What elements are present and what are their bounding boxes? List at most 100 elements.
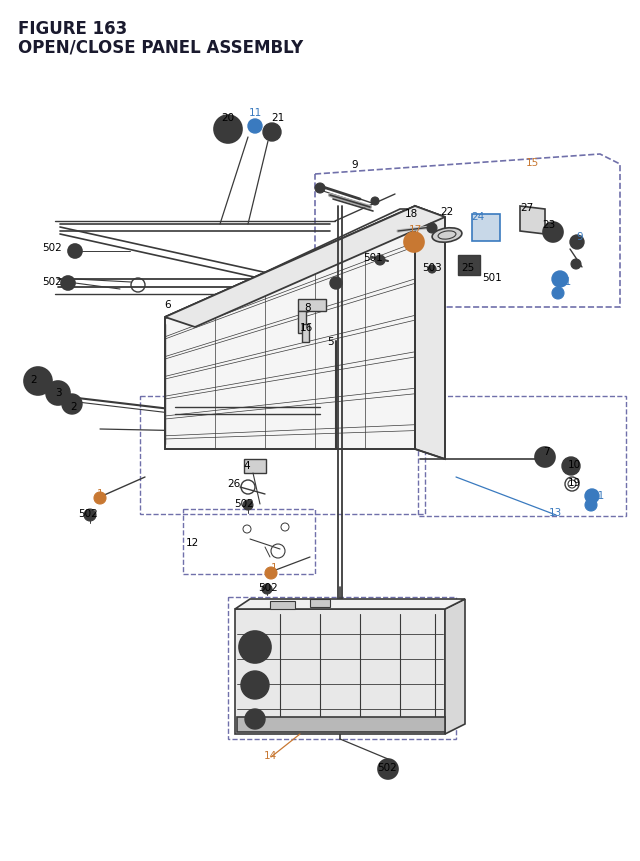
Text: 501: 501 [363, 253, 383, 263]
Circle shape [243, 500, 253, 511]
Text: 8: 8 [305, 303, 311, 313]
Circle shape [24, 368, 52, 395]
Text: 502: 502 [234, 499, 254, 508]
Bar [140, 397, 425, 514]
Text: 9: 9 [352, 160, 358, 170]
Polygon shape [235, 610, 445, 734]
Text: 21: 21 [271, 113, 285, 123]
Text: 26: 26 [227, 479, 241, 488]
Text: 2: 2 [70, 401, 77, 412]
Bar [310, 599, 330, 607]
Circle shape [427, 224, 437, 233]
Text: 16: 16 [300, 323, 312, 332]
Text: 13: 13 [548, 507, 562, 517]
Circle shape [585, 489, 599, 504]
Circle shape [263, 124, 281, 142]
Circle shape [94, 492, 106, 505]
Circle shape [383, 764, 393, 774]
Text: 5: 5 [326, 337, 333, 347]
Ellipse shape [432, 228, 462, 243]
Bar [302, 325, 309, 343]
Circle shape [570, 236, 584, 250]
Circle shape [552, 288, 564, 300]
Circle shape [428, 266, 436, 274]
Text: 27: 27 [520, 202, 534, 213]
Text: 10: 10 [568, 460, 580, 469]
Circle shape [371, 198, 379, 206]
Bar [458, 256, 480, 276]
Text: 22: 22 [440, 207, 454, 217]
Text: 24: 24 [472, 212, 484, 222]
Text: 14: 14 [264, 750, 276, 760]
Polygon shape [165, 207, 415, 449]
Text: 502: 502 [258, 582, 278, 592]
Circle shape [571, 260, 581, 269]
Text: 502: 502 [42, 243, 61, 253]
Circle shape [245, 709, 265, 729]
Text: 4: 4 [244, 461, 250, 470]
Text: 12: 12 [186, 537, 198, 548]
Circle shape [543, 223, 563, 243]
Circle shape [46, 381, 70, 406]
Polygon shape [415, 207, 445, 460]
Text: OPEN/CLOSE PANEL ASSEMBLY: OPEN/CLOSE PANEL ASSEMBLY [18, 38, 303, 56]
Text: 20: 20 [221, 113, 235, 123]
Text: 502: 502 [78, 508, 98, 518]
Text: 15: 15 [525, 158, 539, 168]
Bar [418, 397, 626, 517]
Circle shape [535, 448, 555, 468]
Text: 6: 6 [164, 300, 172, 310]
Polygon shape [165, 207, 445, 328]
Circle shape [378, 759, 398, 779]
Text: 2: 2 [31, 375, 37, 385]
Bar [244, 460, 266, 474]
Circle shape [68, 245, 82, 258]
Text: 502: 502 [377, 762, 397, 772]
Bar [270, 601, 295, 610]
Text: 3: 3 [54, 387, 61, 398]
Text: 23: 23 [542, 220, 556, 230]
Circle shape [241, 672, 269, 699]
Polygon shape [445, 599, 465, 734]
Text: 11: 11 [248, 108, 262, 118]
Circle shape [265, 567, 277, 579]
Text: 503: 503 [422, 263, 442, 273]
Circle shape [62, 394, 82, 414]
Bar [183, 510, 315, 574]
Circle shape [404, 232, 424, 253]
Circle shape [330, 278, 342, 289]
Text: 1: 1 [97, 488, 103, 499]
Bar [298, 300, 326, 312]
Text: 19: 19 [568, 478, 580, 487]
Text: 7: 7 [543, 447, 549, 456]
Text: 1: 1 [271, 562, 277, 573]
Text: FIGURE 163: FIGURE 163 [18, 20, 127, 38]
Circle shape [64, 280, 72, 288]
Text: 9: 9 [577, 232, 583, 242]
Circle shape [61, 276, 75, 291]
Circle shape [562, 457, 580, 475]
Text: 501: 501 [482, 273, 502, 282]
Polygon shape [520, 207, 545, 235]
Circle shape [548, 228, 558, 238]
Polygon shape [472, 214, 500, 242]
Circle shape [239, 631, 271, 663]
Circle shape [375, 256, 385, 266]
Polygon shape [235, 599, 465, 610]
Bar [298, 312, 306, 333]
Text: 11: 11 [558, 276, 572, 287]
Polygon shape [165, 210, 415, 319]
Circle shape [552, 272, 568, 288]
Text: 17: 17 [408, 225, 422, 235]
Circle shape [84, 510, 96, 522]
Text: 25: 25 [461, 263, 475, 273]
Circle shape [214, 116, 242, 144]
Bar [228, 598, 456, 739]
Circle shape [248, 120, 262, 133]
Text: 502: 502 [42, 276, 61, 287]
Text: 11: 11 [591, 491, 605, 500]
Circle shape [262, 585, 272, 594]
Circle shape [315, 183, 325, 194]
Circle shape [585, 499, 597, 511]
Bar [237, 717, 445, 732]
